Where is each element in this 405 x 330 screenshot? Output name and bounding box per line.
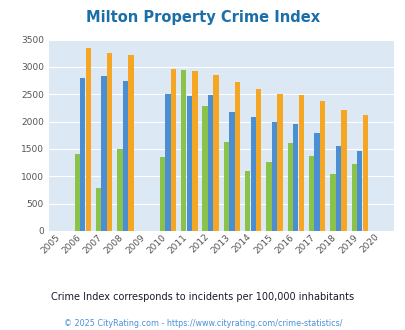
- Bar: [223, 142, 228, 231]
- Bar: [101, 76, 107, 231]
- Bar: [271, 122, 277, 231]
- Bar: [256, 89, 261, 231]
- Bar: [75, 154, 80, 231]
- Bar: [165, 94, 170, 231]
- Bar: [298, 95, 303, 231]
- Bar: [314, 133, 319, 231]
- Bar: [287, 143, 292, 231]
- Bar: [122, 81, 128, 231]
- Text: Milton Property Crime Index: Milton Property Crime Index: [86, 10, 319, 25]
- Bar: [128, 55, 133, 231]
- Bar: [117, 149, 122, 231]
- Bar: [80, 78, 85, 231]
- Bar: [277, 94, 282, 231]
- Bar: [186, 96, 192, 231]
- Bar: [292, 124, 298, 231]
- Bar: [362, 115, 367, 231]
- Bar: [229, 112, 234, 231]
- Bar: [160, 157, 165, 231]
- Bar: [319, 101, 324, 231]
- Text: Crime Index corresponds to incidents per 100,000 inhabitants: Crime Index corresponds to incidents per…: [51, 292, 354, 302]
- Bar: [107, 53, 112, 231]
- Bar: [250, 117, 255, 231]
- Bar: [207, 95, 213, 231]
- Bar: [171, 69, 176, 231]
- Bar: [96, 188, 101, 231]
- Bar: [308, 156, 313, 231]
- Bar: [245, 171, 250, 231]
- Bar: [213, 75, 218, 231]
- Bar: [329, 174, 335, 231]
- Bar: [181, 70, 186, 231]
- Bar: [266, 162, 271, 231]
- Bar: [335, 146, 340, 231]
- Bar: [234, 82, 239, 231]
- Text: © 2025 CityRating.com - https://www.cityrating.com/crime-statistics/: © 2025 CityRating.com - https://www.city…: [64, 319, 341, 328]
- Bar: [356, 150, 362, 231]
- Bar: [85, 49, 91, 231]
- Bar: [202, 106, 207, 231]
- Bar: [341, 110, 346, 231]
- Bar: [351, 164, 356, 231]
- Bar: [192, 71, 197, 231]
